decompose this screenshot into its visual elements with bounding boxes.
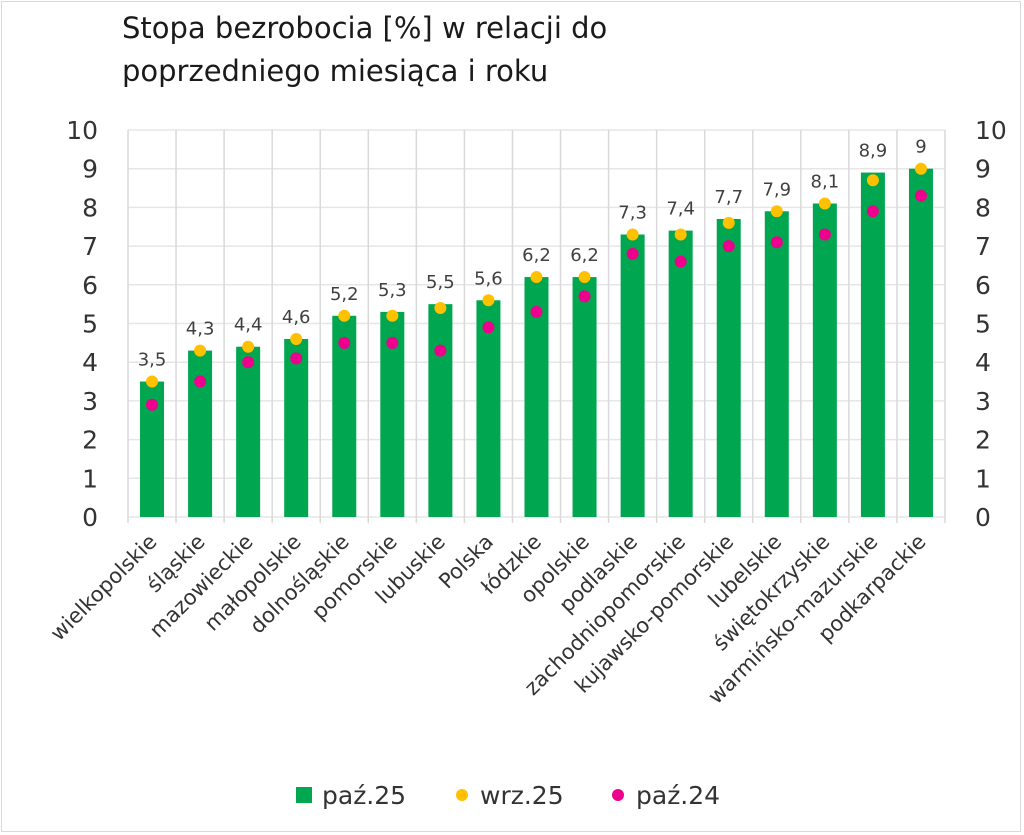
dot-marker xyxy=(482,321,495,334)
bar xyxy=(812,203,837,517)
y-tick-label-right: 8 xyxy=(975,193,991,222)
bar-data-label: 5,6 xyxy=(474,268,503,289)
bar-data-label: 7,4 xyxy=(666,199,695,220)
dot-marker xyxy=(290,352,303,365)
dot-marker xyxy=(194,375,207,388)
chart-title-line-2: poprzedniego miesiąca i roku xyxy=(122,54,548,88)
dot-marker xyxy=(434,302,447,315)
y-tick-label-left: 8 xyxy=(82,193,98,222)
dot-marker xyxy=(434,344,447,357)
dot-marker xyxy=(770,205,783,218)
bar-data-label: 6,2 xyxy=(570,245,599,266)
dot-marker xyxy=(146,398,159,411)
dot-marker xyxy=(914,189,927,202)
y-tick-label-right: 9 xyxy=(975,155,991,184)
legend-label: paź.25 xyxy=(322,781,406,810)
bar-data-label: 6,2 xyxy=(522,245,551,266)
dot-marker xyxy=(530,271,543,284)
y-tick-label-left: 6 xyxy=(82,271,98,300)
dot-marker xyxy=(290,332,303,345)
y-tick-label-right: 4 xyxy=(975,348,991,377)
y-tick-label-right: 0 xyxy=(975,503,991,532)
bar xyxy=(284,338,309,517)
y-tick-label-left: 10 xyxy=(66,116,98,145)
dot-marker xyxy=(722,216,735,229)
y-tick-label-right: 2 xyxy=(975,426,991,455)
bar-data-label: 5,3 xyxy=(378,280,407,301)
y-tick-label-left: 9 xyxy=(82,155,98,184)
dot-marker xyxy=(866,174,879,187)
dot-marker xyxy=(578,271,591,284)
bar xyxy=(716,219,741,517)
dot-marker xyxy=(674,228,687,241)
dot-marker xyxy=(242,340,255,353)
y-tick-label-right: 3 xyxy=(975,387,991,416)
bar xyxy=(428,304,453,517)
bar xyxy=(860,172,885,517)
dot-marker xyxy=(674,255,687,268)
y-tick-label-left: 7 xyxy=(82,232,98,261)
y-tick-label-right: 6 xyxy=(975,271,991,300)
bar-data-label: 5,5 xyxy=(426,272,455,293)
bar-data-label: 8,1 xyxy=(811,172,840,193)
bar xyxy=(572,277,597,517)
dot-marker xyxy=(578,290,591,303)
legend-swatch-dot xyxy=(612,789,624,801)
dot-marker xyxy=(866,205,879,218)
legend-swatch-dot xyxy=(456,789,468,801)
legend-label: wrz.25 xyxy=(480,781,564,810)
category-label: wielkopolskie xyxy=(46,530,162,646)
y-tick-label-left: 5 xyxy=(82,310,98,339)
bar xyxy=(668,230,693,517)
bar-data-label: 4,6 xyxy=(282,307,311,328)
bar-data-label: 4,4 xyxy=(234,315,263,336)
bar xyxy=(620,234,645,518)
chart-title-line-1: Stopa bezrobocia [%] w relacji do xyxy=(122,11,607,45)
dot-marker xyxy=(338,309,351,322)
dot-marker xyxy=(386,309,399,322)
dot-marker xyxy=(242,356,255,369)
dot-marker xyxy=(722,240,735,253)
dot-marker xyxy=(770,236,783,249)
bar xyxy=(476,300,501,517)
bar-data-label: 4,3 xyxy=(186,319,215,340)
y-tick-label-left: 2 xyxy=(82,426,98,455)
dot-marker xyxy=(146,375,159,388)
dot-marker xyxy=(914,162,927,175)
y-tick-label-left: 4 xyxy=(82,348,98,377)
legend-label: paź.24 xyxy=(636,781,720,810)
bar-data-label: 7,9 xyxy=(762,179,791,200)
y-tick-label-right: 5 xyxy=(975,310,991,339)
y-tick-label-left: 1 xyxy=(82,464,98,493)
dot-marker xyxy=(626,228,639,241)
dot-marker xyxy=(626,247,639,260)
bar-data-label: 3,5 xyxy=(138,350,167,371)
bar xyxy=(332,315,357,517)
dot-marker xyxy=(530,305,543,318)
bar-data-label: 7,3 xyxy=(618,202,647,223)
bar xyxy=(764,211,789,517)
bar-data-label: 9 xyxy=(915,137,926,158)
bar-data-label: 8,9 xyxy=(859,141,888,162)
bar-data-label: 7,7 xyxy=(714,187,743,208)
dot-marker xyxy=(482,294,495,307)
bar xyxy=(908,168,933,517)
y-tick-label-left: 3 xyxy=(82,387,98,416)
y-tick-label-left: 0 xyxy=(82,503,98,532)
dot-marker xyxy=(194,344,207,357)
dot-marker xyxy=(818,197,831,210)
y-tick-label-right: 1 xyxy=(975,464,991,493)
bar xyxy=(236,346,261,517)
legend-swatch-bar xyxy=(296,787,312,803)
dot-marker xyxy=(386,336,399,349)
legend: paź.25 wrz.25 paź.24 xyxy=(296,781,720,810)
y-tick-label-right: 7 xyxy=(975,232,991,261)
y-tick-label-right: 10 xyxy=(975,116,1007,145)
dot-marker xyxy=(818,228,831,241)
dot-marker xyxy=(338,336,351,349)
bar-data-label: 5,2 xyxy=(330,284,359,305)
